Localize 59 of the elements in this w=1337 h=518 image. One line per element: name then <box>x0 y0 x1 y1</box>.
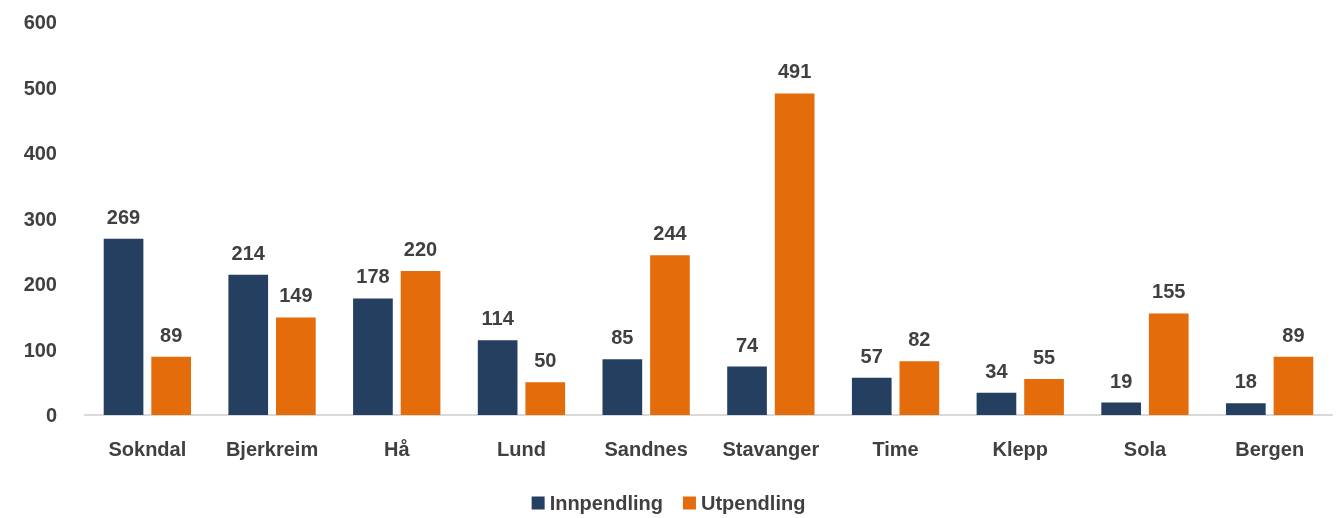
y-tick-label: 100 <box>23 338 57 361</box>
y-tick-label: 0 <box>45 404 57 426</box>
x-tick-label: Stavanger <box>722 438 820 460</box>
x-tick-label: Time <box>872 438 919 460</box>
data-label: 57 <box>860 344 883 367</box>
bar <box>1148 313 1189 415</box>
data-label: 18 <box>1234 370 1257 393</box>
data-label: 82 <box>908 328 931 351</box>
bar <box>1273 356 1314 415</box>
data-label: 214 <box>231 241 266 264</box>
x-tick-label: Hå <box>383 438 411 460</box>
bar <box>1226 403 1266 415</box>
x-tick-label: Bergen <box>1235 438 1305 460</box>
data-label: 50 <box>534 349 557 372</box>
legend-label: Utpendling <box>700 492 806 514</box>
y-tick-label: 600 <box>23 11 57 33</box>
bar <box>353 298 393 415</box>
bar <box>151 356 191 415</box>
data-label: 85 <box>611 326 634 349</box>
x-tick-label: Bjerkreim <box>225 438 319 460</box>
bar <box>1101 402 1141 415</box>
data-label: 89 <box>1282 323 1305 346</box>
y-tick-label: 200 <box>23 273 57 295</box>
bar <box>1024 378 1064 415</box>
bar <box>602 359 643 415</box>
x-tick-label: Lund <box>497 438 546 460</box>
data-label: 244 <box>653 222 688 245</box>
x-tick-label: Sola <box>1123 438 1167 460</box>
y-tick-label: 400 <box>23 142 57 164</box>
bar <box>400 270 441 415</box>
data-label: 114 <box>481 307 515 330</box>
y-tick-label: 500 <box>23 76 57 99</box>
bar <box>276 317 316 415</box>
x-tick-label: Sokndal <box>108 438 187 460</box>
data-label: 149 <box>279 284 313 307</box>
data-label: 491 <box>777 60 812 83</box>
y-tick-label: 300 <box>23 207 57 230</box>
data-label: 220 <box>403 237 438 260</box>
bar <box>851 377 892 415</box>
legend-label: Innpendling <box>549 492 663 514</box>
data-label: 19 <box>1110 369 1133 392</box>
bar <box>976 392 1017 415</box>
bar <box>103 238 144 415</box>
bar <box>899 361 940 415</box>
bar <box>650 255 690 415</box>
bar <box>727 366 767 415</box>
data-label: 178 <box>356 265 390 288</box>
bar <box>525 382 566 415</box>
data-label: 89 <box>160 323 183 346</box>
data-label: 34 <box>985 359 1009 382</box>
bar <box>774 93 815 415</box>
data-label: 269 <box>106 205 141 228</box>
bar <box>477 340 518 415</box>
bar <box>228 274 269 415</box>
x-tick-label: Klepp <box>992 438 1049 460</box>
data-label: 74 <box>735 333 760 356</box>
data-label: 55 <box>1032 345 1056 368</box>
x-tick-label: Sandnes <box>604 438 688 460</box>
data-label: 155 <box>1152 280 1186 303</box>
